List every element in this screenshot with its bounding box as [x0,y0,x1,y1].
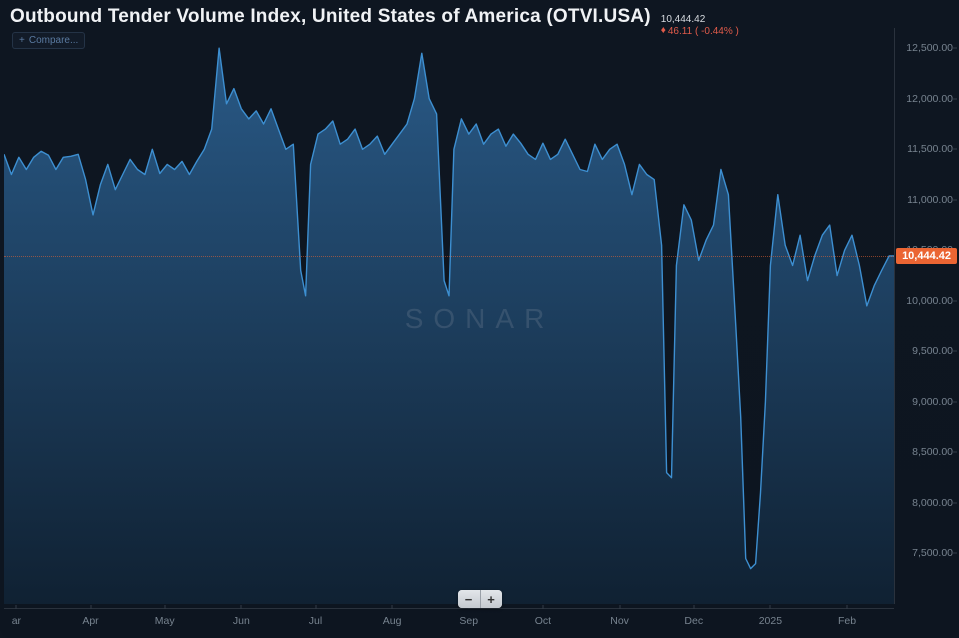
xtick-label: Nov [610,615,629,627]
xtick-label: Feb [838,615,856,627]
xtick-label: Aug [383,615,402,627]
last-price-line [4,256,894,257]
plot-area[interactable] [4,28,894,604]
chart-container: Outbound Tender Volume Index, United Sta… [0,0,959,638]
xtick-label: ar [12,615,21,627]
zoom-out-button[interactable]: − [458,590,480,608]
xtick-label: Sep [459,615,478,627]
ytick-label: 10,000.00 [906,295,953,307]
xtick-label: Oct [535,615,551,627]
xtick-label: Jul [309,615,322,627]
xtick-label: Apr [82,615,98,627]
ytick-label: 9,500.00 [912,345,953,357]
last-value: 10,444.42 [661,14,739,26]
yaxis-border [894,28,895,604]
chart-header: Outbound Tender Volume Index, United Sta… [10,6,949,37]
quote-block: 10,444.42 ♦46.11 ( -0.44% ) [661,14,739,37]
xtick-label: 2025 [759,615,782,627]
ytick-label: 12,000.00 [906,93,953,105]
ytick-label: 7,500.00 [912,547,953,559]
xtick-label: May [155,615,175,627]
change-value: ♦46.11 ( -0.44% ) [661,26,739,38]
chart-title: Outbound Tender Volume Index, United Sta… [10,6,651,28]
ytick-label: 12,500.00 [906,42,953,54]
xtick-label: Jun [233,615,250,627]
zoom-in-button[interactable]: + [480,590,502,608]
plus-icon: + [19,35,25,46]
compare-button[interactable]: +Compare... [12,32,85,49]
y-axis: 7,500.00 8,000.00 8,500.00 9,000.00 9,500.00… [897,28,957,604]
ytick-label: 11,000.00 [907,194,953,206]
last-price-tag: 10,444.42 [896,248,957,264]
zoom-controls: − + [458,590,502,608]
ytick-label: 8,000.00 [912,497,953,509]
ytick-label: 11,500.00 [907,143,953,155]
area-chart-svg [4,28,894,604]
ytick-label: 8,500.00 [912,446,953,458]
x-axis: ar Apr May Jun Jul Aug Sep Oct Nov Dec 2025 Feb [4,608,894,634]
ytick-label: 9,000.00 [912,396,953,408]
xtick-label: Dec [684,615,703,627]
down-arrow-icon: ♦ [661,25,666,37]
